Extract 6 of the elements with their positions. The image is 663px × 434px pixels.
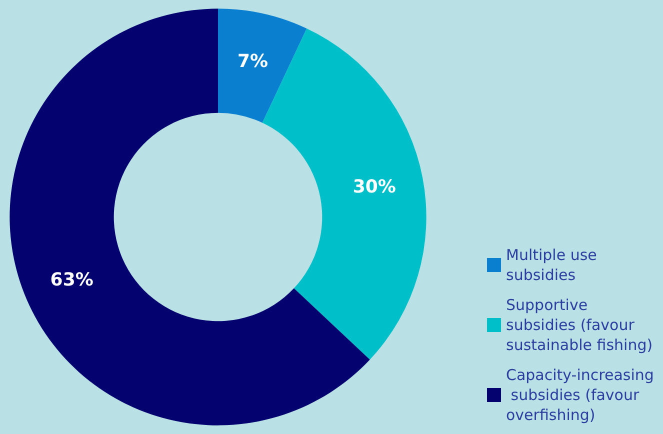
data-label: 63%: [50, 270, 94, 291]
data-label: 7%: [237, 51, 268, 72]
data-label: 30%: [352, 176, 396, 198]
legend-label: Capacity-increasing subsidies (favour overfishing): [506, 366, 654, 424]
legend-label: Supportive subsidies (favour sustainable fishing): [506, 296, 653, 354]
legend-label: Multiple use subsidies: [506, 246, 602, 284]
